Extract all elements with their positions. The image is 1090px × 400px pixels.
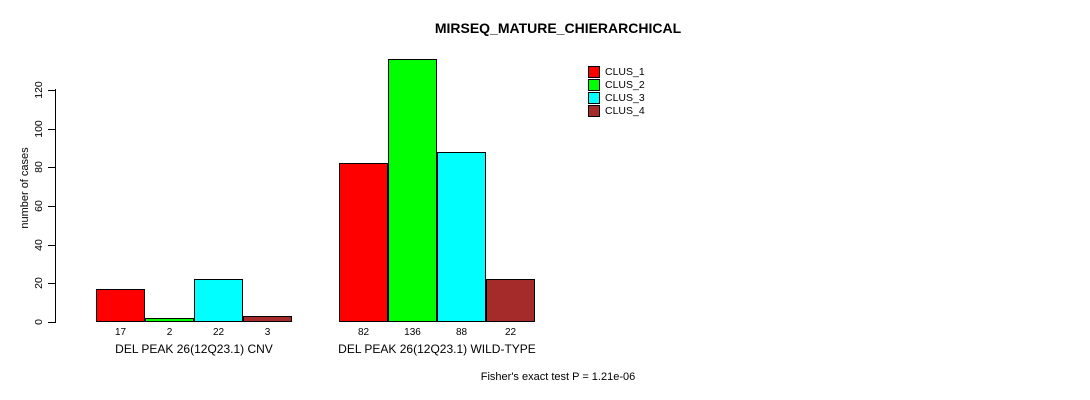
legend-label-clus_3: CLUS_3	[605, 92, 645, 104]
y-tick-label: 40	[33, 238, 45, 251]
bar-value-label: 22	[212, 327, 225, 338]
legend-swatch-clus_4	[588, 105, 600, 117]
y-tick	[48, 206, 55, 207]
bar-clus_3-group1	[194, 279, 243, 322]
bar-value-label: 136	[404, 327, 421, 338]
bar-clus_3-group2	[437, 152, 486, 322]
footnote: Fisher's exact test P = 1.21e-06	[480, 371, 636, 383]
bar-value-label: 2	[166, 327, 173, 338]
y-axis-label: number of cases	[19, 147, 31, 229]
y-tick	[48, 128, 55, 130]
bar-clus_1-group1	[96, 289, 145, 322]
category-label: DEL PEAK 26(12Q23.1) CNV	[115, 342, 273, 356]
bar-value-label: 82	[357, 327, 370, 338]
y-tick-label: 60	[33, 200, 45, 212]
chart-title: MIRSEQ_MATURE_CHIERARCHICAL	[434, 20, 682, 36]
y-tick	[48, 283, 55, 285]
y-tick-label: 100	[33, 119, 45, 138]
legend-label-clus_1: CLUS_1	[605, 66, 645, 78]
y-tick	[48, 167, 55, 169]
y-tick-label: 80	[33, 161, 45, 174]
y-tick	[48, 90, 55, 91]
legend-label-clus_4: CLUS_4	[605, 105, 645, 117]
y-tick-label: 120	[33, 81, 45, 99]
bar-value-label: 88	[455, 327, 468, 338]
bar-clus_2-group2	[388, 59, 437, 322]
bar-clus_1-group2	[339, 163, 388, 322]
bar-clus_2-group1	[145, 318, 194, 322]
legend-swatch-clus_3	[588, 92, 600, 104]
bar-value-label: 3	[264, 327, 271, 338]
legend-swatch-clus_2	[588, 79, 600, 91]
legend-swatch-clus_1	[588, 66, 600, 78]
y-tick-label: 20	[33, 277, 45, 290]
y-tick	[48, 244, 55, 246]
bar-clus_4-group2	[486, 279, 535, 322]
bar-clus_4-group1	[243, 316, 292, 322]
bar-value-label: 17	[114, 327, 127, 338]
y-axis-line	[55, 89, 56, 323]
legend-label-clus_2: CLUS_2	[605, 79, 645, 91]
category-label: DEL PEAK 26(12Q23.1) WILD-TYPE	[338, 342, 536, 356]
y-tick	[48, 322, 55, 323]
bar-value-label: 22	[504, 327, 517, 338]
y-tick-label: 0	[33, 319, 45, 325]
